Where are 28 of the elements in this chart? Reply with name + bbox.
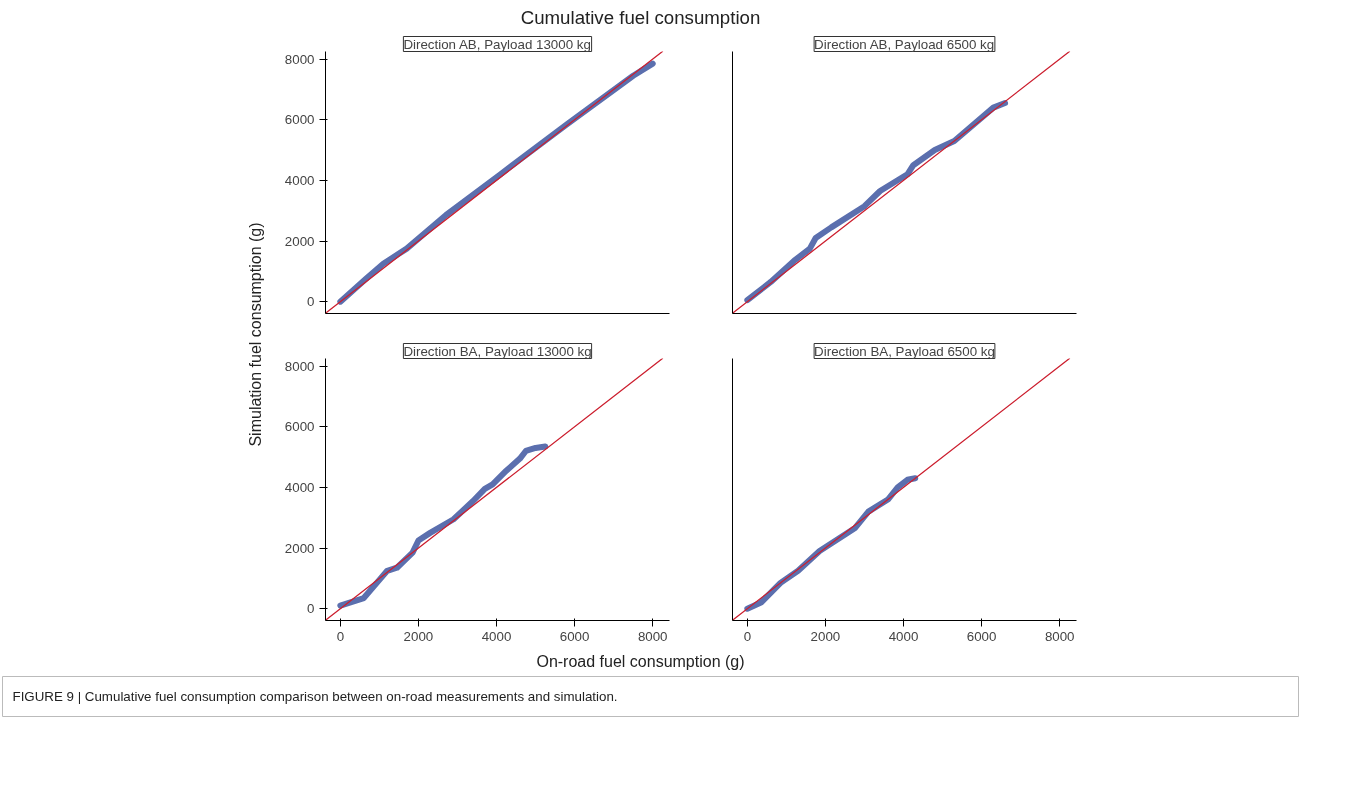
y-tick-label: 8000 (284, 51, 315, 67)
x-tick-label: 8000 (1044, 628, 1075, 644)
chart-title: Direction AB, Payload 6500 kg (814, 36, 995, 52)
text: Cumulative fuel consumption (520, 7, 761, 28)
y-tick-label: 8000 (284, 358, 315, 374)
y-tick-label: 4000 (284, 172, 315, 188)
chart-title: Direction BA, Payload 13000 kg (403, 343, 592, 359)
y-tick-label: 2000 (284, 540, 315, 556)
y-axis-title: Simulation fuel consumption (g) (247, 222, 264, 447)
chart-title: Direction BA, Payload 6500 kg (814, 343, 995, 359)
y-tick-label: 6000 (284, 419, 315, 435)
x-tick-label: 6000 (966, 628, 997, 644)
x-tick-label: 6000 (559, 628, 590, 644)
x-tick-label: 2000 (403, 628, 434, 644)
caption: FIGURE 9 | Cumulative fuel consumption comparison between on-road measurements and simulation. (12, 689, 618, 704)
y-tick-label: 4000 (284, 479, 315, 495)
x-tick-label: 4000 (888, 628, 919, 644)
x-tick-label: 2000 (810, 628, 841, 644)
x-tick-label: 0 (743, 628, 752, 644)
y-tick-label: 2000 (284, 233, 315, 249)
x-tick-label: 0 (336, 628, 345, 644)
x-tick-label: 8000 (637, 628, 668, 644)
x-tick-label: 4000 (481, 628, 512, 644)
y-tick-label: 0 (307, 294, 315, 310)
y-tick-label: 0 (307, 601, 315, 617)
x-axis-title: On-road fuel consumption (g) (536, 653, 745, 670)
y-tick-label: 6000 (284, 112, 315, 128)
chart-title: Direction AB, Payload 13000 kg (403, 36, 591, 52)
